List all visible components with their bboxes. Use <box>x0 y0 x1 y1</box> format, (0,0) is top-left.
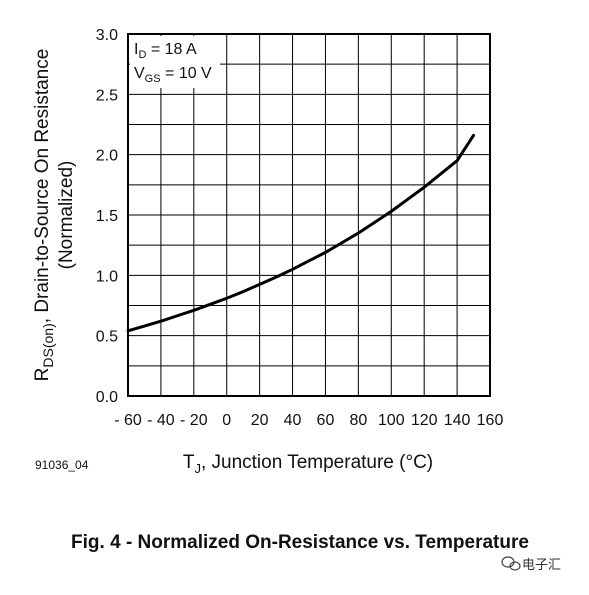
series-line <box>126 133 476 333</box>
x-axis-label-sub: J <box>194 461 201 476</box>
plot-frame <box>127 33 491 397</box>
series-layer <box>126 133 476 333</box>
y-tick-label: 2.5 <box>96 87 118 104</box>
y-axis-label-pre: R <box>32 368 53 382</box>
x-tick-label: 0 <box>222 412 231 429</box>
y-tick-label: 1.0 <box>96 268 118 285</box>
x-tick-label: 40 <box>284 412 302 429</box>
y-tick-label: 0.0 <box>96 389 118 406</box>
y-axis-label-line2: (Normalized) <box>56 161 77 270</box>
annotation-id-main: I <box>134 41 138 58</box>
x-axis-label: TJ, Junction Temperature (°C) <box>183 452 433 476</box>
annotation-id: ID = 18 A <box>134 41 197 61</box>
x-tick-label: - 60 <box>114 412 142 429</box>
x-axis-label-rest: , Junction Temperature (°C) <box>201 452 433 473</box>
y-tick-label: 0.5 <box>96 329 118 346</box>
x-tick-label: 100 <box>378 412 405 429</box>
annotation-vgs-sub: GS <box>145 73 161 85</box>
x-tick-label: - 20 <box>180 412 208 429</box>
x-tick-label: 160 <box>477 412 504 429</box>
x-tick-label: 120 <box>411 412 438 429</box>
x-axis-label-main: T <box>183 452 195 473</box>
annotation-vgs-main: V <box>134 65 145 82</box>
annotation-vgs: VGS = 10 V <box>134 65 212 85</box>
annotation-vgs-rest: = 10 V <box>161 65 212 82</box>
wechat-icon <box>501 556 521 571</box>
y-tick-label: 3.0 <box>96 27 118 44</box>
y-axis-label-group: RDS(on), Drain-to-Source On Resistance (… <box>32 49 77 382</box>
figure-id: 91036_04 <box>35 458 89 472</box>
watermark: 电子汇 <box>501 556 561 572</box>
legend-box: ID = 18 A VGS = 10 V <box>130 36 220 88</box>
annotation-id-rest: = 18 A <box>146 41 197 58</box>
x-tick-label: - 40 <box>147 412 175 429</box>
x-tick-label: 140 <box>444 412 471 429</box>
x-tick-label: 20 <box>251 412 269 429</box>
x-tick-labels: - 60 - 40 - 20 0 20 40 60 80 100 120 140 160 <box>114 412 503 429</box>
y-tick-label: 1.5 <box>96 208 118 225</box>
legend-background <box>130 36 220 88</box>
x-tick-label: 60 <box>317 412 335 429</box>
grid <box>127 33 491 397</box>
annotation-id-sub: D <box>138 49 146 61</box>
y-axis-label-rest: , Drain-to-Source On Resistance <box>32 49 53 324</box>
y-tick-labels: 0.0 0.5 1.0 1.5 2.0 2.5 3.0 <box>96 27 118 406</box>
figure-caption: Fig. 4 - Normalized On-Resistance vs. Te… <box>71 532 529 553</box>
y-axis-label-sub: DS(on) <box>40 323 56 367</box>
y-axis-label: RDS(on), Drain-to-Source On Resistance <box>32 49 56 382</box>
x-tick-label: 80 <box>349 412 367 429</box>
watermark-text: 电子汇 <box>522 557 561 572</box>
y-tick-label: 2.0 <box>96 148 118 165</box>
